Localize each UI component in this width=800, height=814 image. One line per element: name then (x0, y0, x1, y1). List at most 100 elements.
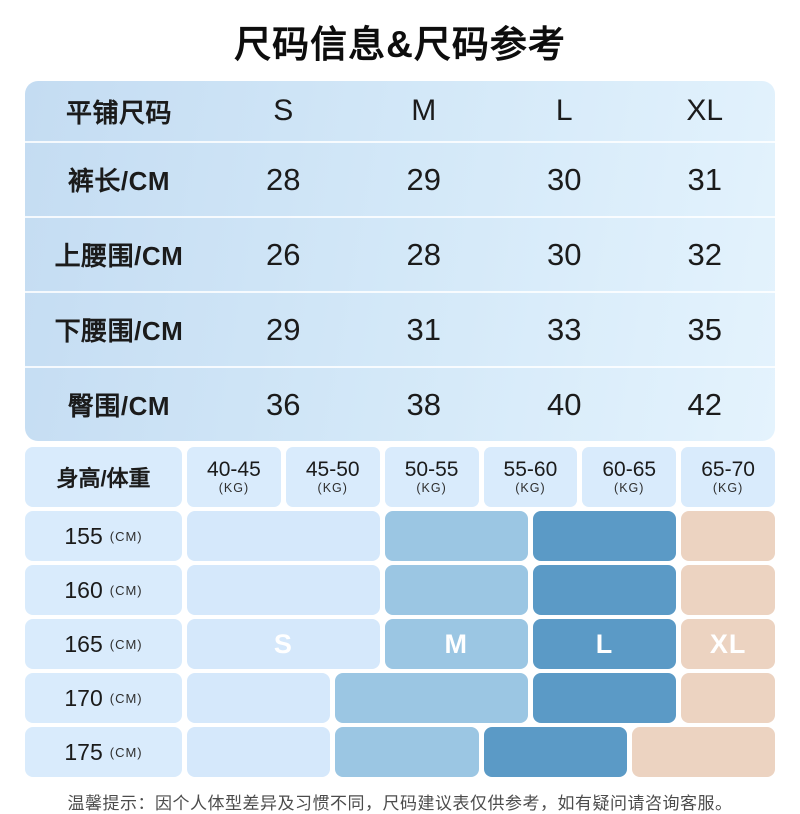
height-unit: (CM) (109, 744, 143, 760)
height-unit: (CM) (109, 582, 143, 598)
measurement-value: 38 (406, 386, 441, 422)
measurement-value: 29 (406, 161, 441, 197)
height-label: 155 (CM) (25, 511, 182, 561)
height-row-cells (187, 673, 775, 723)
size-block-s (187, 511, 380, 561)
height-row: 175 (CM) (25, 727, 775, 777)
weight-range: 40-45 (207, 457, 261, 481)
measurement-value: 26 (266, 236, 301, 272)
weight-unit: (KG) (218, 480, 250, 495)
weight-unit: (KG) (712, 480, 744, 495)
weight-column-header: 40-45 (KG) (187, 447, 281, 507)
height-row: 160 (CM) (25, 565, 775, 615)
size-column-header: M (411, 94, 437, 127)
measurement-row: 裤长/CM 28 29 30 31 (25, 141, 775, 216)
height-value: 155 (64, 522, 103, 549)
size-block-l (532, 673, 677, 723)
size-block-l (532, 511, 677, 561)
size-block-xl (681, 673, 775, 723)
measurement-value: 35 (687, 311, 722, 347)
weight-unit: (KG) (614, 480, 645, 495)
measurement-label: 上腰围/CM (54, 241, 184, 271)
height-row-cells (187, 511, 775, 561)
measurement-label: 臀围/CM (67, 391, 171, 421)
size-block-xl (631, 727, 775, 777)
height-label: 175 (CM) (25, 727, 182, 777)
height-value: 160 (64, 576, 103, 603)
height-weight-matrix: 身高/体重 40-45 (KG) 45-50 (KG) 50-55 (KG) 55-60 (KG… (25, 447, 775, 777)
height-row-cells (187, 565, 775, 615)
weight-unit: (KG) (515, 480, 546, 495)
matrix-header-cells: 40-45 (KG) 45-50 (KG) 50-55 (KG) 55-60 (KG) 60-6… (187, 447, 775, 507)
page-title: 尺码信息&尺码参考 (234, 24, 566, 65)
measurement-value: 28 (406, 236, 441, 272)
height-unit: (CM) (109, 690, 143, 706)
height-row: 170 (CM) (25, 673, 775, 723)
size-block-s (187, 673, 331, 723)
weight-column-header: 50-55 (KG) (384, 447, 479, 507)
size-block-m: M (384, 619, 528, 669)
measurement-value: 36 (266, 386, 301, 422)
size-block-label: XL (709, 628, 747, 659)
height-label: 165 (CM) (25, 619, 182, 669)
measurement-value: 33 (547, 311, 582, 347)
height-label: 160 (CM) (25, 565, 182, 615)
weight-range: 45-50 (305, 457, 360, 481)
size-block-label: M (444, 628, 469, 659)
height-row: 155 (CM) (25, 511, 775, 561)
size-column-header: S (273, 94, 294, 127)
weight-range: 55-60 (503, 457, 558, 481)
weight-unit: (KG) (317, 480, 348, 495)
corner-label: 身高/体重 (25, 447, 182, 507)
size-chart-page: 尺码信息&尺码参考 平铺尺码 S M L XL 裤长/CM 28 29 30 31 上腰围/CM 26… (0, 14, 800, 814)
size-block-s: S (187, 619, 380, 669)
measurement-row: 臀围/CM 36 38 40 42 (25, 366, 775, 441)
size-block-xl: XL (681, 619, 775, 669)
height-unit: (CM) (109, 636, 143, 652)
measurement-value: 30 (547, 161, 582, 197)
size-block-m (335, 673, 528, 723)
size-block-l (532, 565, 677, 615)
height-unit: (CM) (109, 528, 143, 544)
weight-range: 65-70 (701, 457, 755, 481)
size-column-header: XL (686, 94, 724, 127)
measurement-label: 裤长/CM (67, 166, 171, 196)
size-block-xl (681, 511, 775, 561)
measurement-value: 31 (687, 161, 722, 197)
height-label: 170 (CM) (25, 673, 182, 723)
size-column-header: L (555, 94, 573, 127)
measurement-value: 30 (547, 236, 582, 272)
height-value: 175 (64, 738, 103, 765)
size-block-l: L (532, 619, 677, 669)
size-block-label: L (595, 628, 614, 659)
size-block-m (384, 565, 528, 615)
measurement-label: 下腰围/CM (54, 316, 184, 346)
measurement-row: 上腰围/CM 26 28 30 32 (25, 216, 775, 291)
weight-column-header: 60-65 (KG) (582, 447, 677, 507)
matrix-header-row: 身高/体重 40-45 (KG) 45-50 (KG) 50-55 (KG) 55-60 (KG… (25, 447, 775, 507)
flat-size-label: 平铺尺码 (65, 97, 172, 128)
measurement-value: 28 (266, 161, 301, 197)
height-row-cells (187, 727, 775, 777)
weight-unit: (KG) (416, 480, 447, 495)
disclaimer-note: 温馨提示：因个人体型差异及习惯不同，尺码建议表仅供参考，如有疑问请咨询客服。 (67, 794, 733, 813)
size-block-label: S (273, 628, 293, 659)
size-block-s (187, 565, 380, 615)
height-row-cells: S M L XL (187, 619, 775, 669)
measurement-value: 31 (406, 311, 441, 347)
height-value: 165 (64, 630, 103, 657)
weight-column-header: 55-60 (KG) (483, 447, 578, 507)
measurement-value: 29 (266, 311, 301, 347)
measurement-value: 32 (687, 236, 722, 272)
weight-column-header: 65-70 (KG) (681, 447, 775, 507)
height-row: 165 (CM) S M L XL (25, 619, 775, 669)
flat-size-table: 平铺尺码 S M L XL 裤长/CM 28 29 30 31 上腰围/CM 26 28 30 32 下腰围/… (25, 81, 775, 441)
weight-range: 60-65 (602, 457, 657, 481)
height-value: 170 (64, 684, 103, 711)
size-block-s (187, 727, 331, 777)
size-block-m (335, 727, 479, 777)
weight-column-header: 45-50 (KG) (285, 447, 380, 507)
size-block-m (384, 511, 528, 561)
measurement-value: 42 (687, 386, 722, 422)
measurement-row: 下腰围/CM 29 31 33 35 (25, 291, 775, 366)
